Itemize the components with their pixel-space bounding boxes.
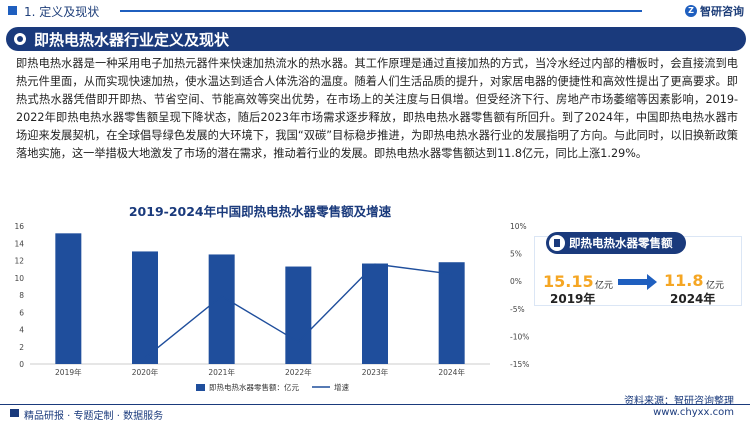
bar-2019年 [55,233,82,364]
y-right-tick-label: -5% [510,305,525,314]
top-bar: 1. 定义及现状 Z 智研咨询 [0,0,750,22]
arrow-right-icon [618,274,657,290]
y-right-tick-label: -10% [510,332,529,341]
y-left-tick-label: 6 [19,308,24,317]
footer-url[interactable]: www.chyxx.com [653,407,734,418]
start-value: 15.15 [543,272,594,291]
y-left-tick-label: 4 [19,326,24,335]
summary-card-header: 即热电热水器零售额 [546,232,686,254]
y-left-tick-label: 10 [14,274,24,283]
bar-2022年 [285,266,312,364]
logo-text: 智研咨询 [700,5,744,18]
y-left-tick-label: 14 [14,239,24,248]
bar-2024年 [438,262,465,364]
brand-logo: Z 智研咨询 [685,3,744,19]
body-paragraph: 即热电热水器是一种采用电子加热元器件来快速加热流水的热水器。其工作原理是通过直接… [16,57,738,160]
bar-2021年 [208,254,235,364]
y-left-tick-label: 12 [14,257,24,266]
x-tick-label: 2022年 [285,367,312,377]
legend-bar-label: 即热电热水器零售额：亿元 [209,382,299,392]
bar-2020年 [132,251,158,364]
end-year: 2024年 [670,292,716,306]
start-unit: 亿元 [595,281,614,291]
y-right-tick-label: 5% [510,250,522,259]
end-value: 11.8 [664,271,704,290]
footer: 精品研报 · 专题定制 · 数据服务 www.chyxx.com [0,404,750,422]
footer-icon [10,409,19,417]
legend-line-label: 增速 [334,382,349,392]
y-left-tick-label: 16 [14,222,24,231]
x-tick-label: 2023年 [362,367,389,377]
x-tick-label: 2021年 [208,367,235,377]
header-divider [120,10,642,12]
combo-chart: 0 2 4 6 8 10 12 14 16 -15% -10% -5% 0% 5% 10% 2019年 2020… [14,222,529,392]
banner-bullet-icon [14,33,26,45]
bar-2023年 [362,263,388,364]
footer-services: 精品研报 · 专题定制 · 数据服务 [24,411,164,422]
y-left-tick-label: 8 [19,291,24,300]
y-right-tick-label: -15% [510,360,529,369]
chart-title: 2019-2024年中国即热电热水器零售额及增速 [128,204,392,219]
growth-line [144,263,452,359]
x-tick-label: 2024年 [438,367,465,377]
y-right-tick-label: 0% [510,277,522,286]
start-year: 2019年 [550,292,596,306]
legend-bar-swatch [196,384,205,391]
summary-card-title: 即热电热水器零售额 [569,236,673,250]
title-banner: 即热电热水器行业定义及现状 [6,27,746,51]
section-label: 1. 定义及现状 [24,5,100,19]
logo-icon: Z [685,5,697,17]
section-marker-icon [8,6,17,15]
end-unit: 亿元 [706,281,725,291]
money-bag-icon [549,235,565,251]
page-title: 即热电热水器行业定义及现状 [34,31,230,49]
x-tick-label: 2020年 [132,367,159,377]
y-left-tick-label: 0 [19,360,24,369]
y-right-tick-label: 10% [510,222,527,231]
x-tick-label: 2019年 [55,367,82,377]
source-note: 资料来源：智研咨询整理 [624,396,734,407]
y-left-tick-label: 2 [19,343,24,352]
